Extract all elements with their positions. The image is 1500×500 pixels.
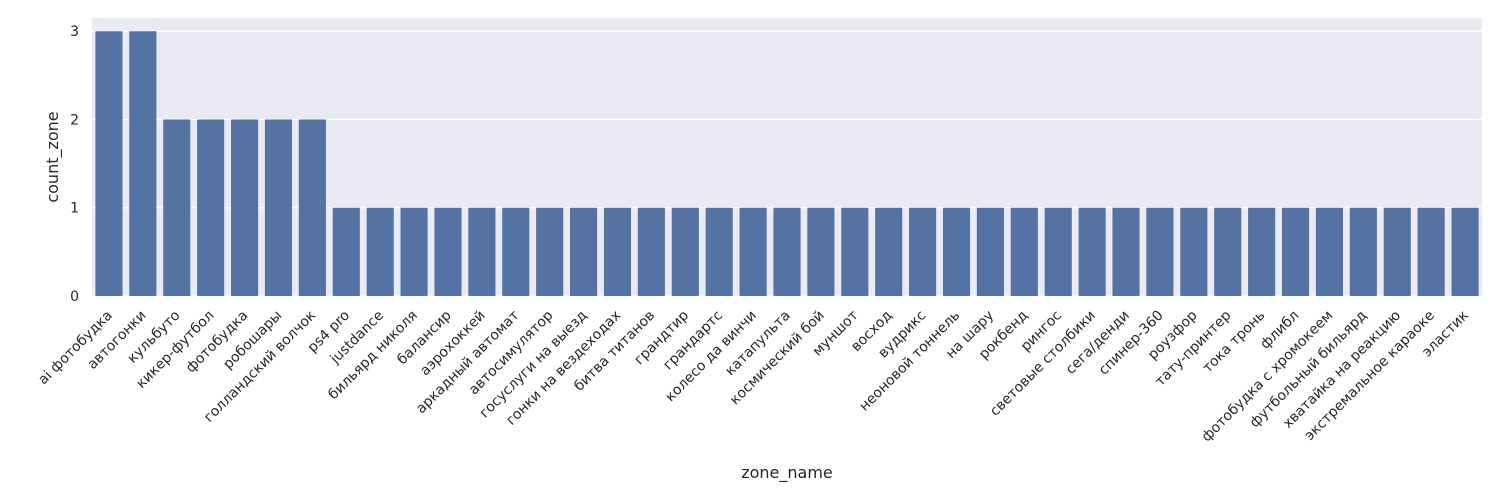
bar	[536, 207, 564, 296]
bar	[1214, 207, 1242, 296]
y-axis-ticks: 0 1 2 3	[70, 24, 79, 305]
bar	[1451, 207, 1479, 296]
bar	[264, 119, 293, 296]
bar	[739, 207, 767, 296]
bar	[1010, 207, 1038, 296]
bar	[1417, 207, 1445, 296]
bar	[705, 207, 733, 296]
bar	[942, 207, 971, 296]
bar	[1180, 207, 1208, 296]
bar	[773, 207, 801, 296]
y-tick-label: 0	[70, 289, 79, 305]
bars	[95, 31, 1479, 296]
bar	[468, 207, 496, 296]
bar	[671, 207, 699, 296]
bar	[1078, 207, 1106, 296]
bar	[875, 207, 903, 296]
bar	[434, 207, 462, 296]
bar	[976, 207, 1004, 296]
bar	[909, 207, 937, 296]
bar	[570, 207, 598, 296]
y-tick-label: 1	[70, 201, 79, 217]
y-tick-label: 3	[70, 24, 79, 40]
y-tick-label: 2	[70, 112, 79, 128]
bar	[603, 207, 632, 296]
bar	[163, 119, 191, 296]
bar	[366, 207, 394, 296]
x-axis-ticks: ai фотобудкаавтогонкикульбутокикер-футбо…	[35, 307, 1472, 445]
bar	[400, 207, 428, 296]
bar	[841, 207, 869, 296]
bar	[1248, 207, 1276, 296]
bar	[1383, 207, 1411, 296]
bar	[637, 207, 665, 296]
bar	[1315, 207, 1343, 296]
bar	[1281, 207, 1310, 296]
x-axis-label: zone_name	[741, 463, 833, 483]
bar	[1146, 207, 1174, 296]
bar	[807, 207, 835, 296]
bar	[298, 119, 326, 296]
y-axis-label: count_zone	[43, 111, 63, 202]
bar	[502, 207, 530, 296]
bar	[332, 207, 360, 296]
bar	[1044, 207, 1072, 296]
bar	[197, 119, 225, 296]
bar	[129, 31, 157, 296]
bar	[1112, 207, 1140, 296]
bar	[231, 119, 259, 296]
bar	[1349, 207, 1377, 296]
bar	[95, 31, 123, 296]
